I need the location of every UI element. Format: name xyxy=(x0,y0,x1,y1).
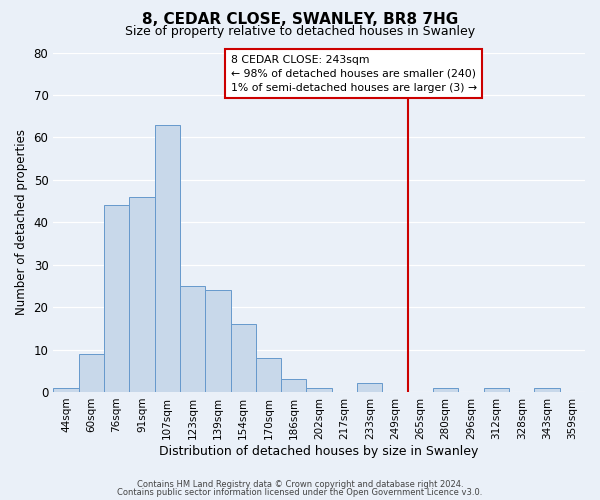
Text: 8 CEDAR CLOSE: 243sqm
← 98% of detached houses are smaller (240)
1% of semi-deta: 8 CEDAR CLOSE: 243sqm ← 98% of detached … xyxy=(230,54,476,92)
Text: Contains HM Land Registry data © Crown copyright and database right 2024.: Contains HM Land Registry data © Crown c… xyxy=(137,480,463,489)
Bar xyxy=(155,124,180,392)
Bar xyxy=(230,324,256,392)
Bar xyxy=(307,388,332,392)
Text: Contains public sector information licensed under the Open Government Licence v3: Contains public sector information licen… xyxy=(118,488,482,497)
Bar xyxy=(357,384,382,392)
Bar xyxy=(281,379,307,392)
Text: 8, CEDAR CLOSE, SWANLEY, BR8 7HG: 8, CEDAR CLOSE, SWANLEY, BR8 7HG xyxy=(142,12,458,28)
Bar xyxy=(129,197,155,392)
Y-axis label: Number of detached properties: Number of detached properties xyxy=(15,129,28,315)
Bar xyxy=(256,358,281,392)
Bar xyxy=(535,388,560,392)
Bar xyxy=(104,206,129,392)
Bar xyxy=(205,290,230,392)
Bar xyxy=(433,388,458,392)
Bar xyxy=(484,388,509,392)
Bar xyxy=(180,286,205,392)
Text: Size of property relative to detached houses in Swanley: Size of property relative to detached ho… xyxy=(125,25,475,38)
Bar xyxy=(53,388,79,392)
X-axis label: Distribution of detached houses by size in Swanley: Distribution of detached houses by size … xyxy=(160,444,479,458)
Bar xyxy=(79,354,104,392)
